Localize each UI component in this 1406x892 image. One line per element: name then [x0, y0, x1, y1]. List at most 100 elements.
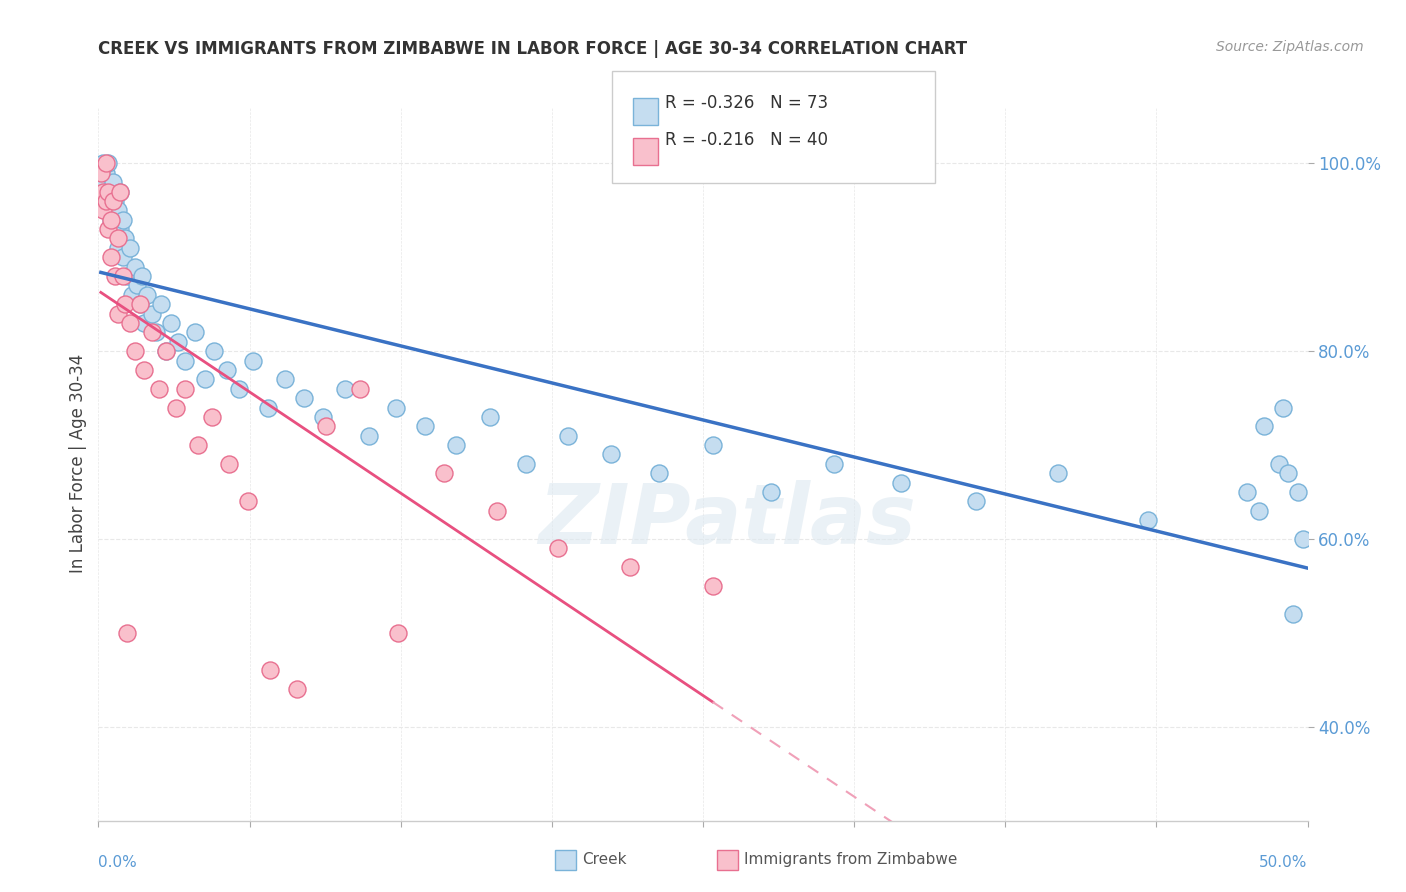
Point	[127, 278, 149, 293]
Point	[134, 316, 156, 330]
Point	[135, 288, 157, 302]
Point	[167, 334, 190, 349]
Text: CREEK VS IMMIGRANTS FROM ZIMBABWE IN LABOR FORCE | AGE 30-34 CORRELATION CHART: CREEK VS IMMIGRANTS FROM ZIMBABWE IN LAB…	[98, 40, 967, 58]
Point	[1292, 532, 1315, 546]
Point	[128, 297, 150, 311]
Point	[557, 428, 579, 442]
Point	[101, 203, 124, 218]
Text: Immigrants from Zimbabwe: Immigrants from Zimbabwe	[744, 853, 957, 867]
Point	[1267, 457, 1289, 471]
Point	[547, 541, 569, 556]
Point	[97, 222, 120, 236]
Text: R = -0.326   N = 73: R = -0.326 N = 73	[665, 94, 828, 112]
Point	[238, 494, 260, 508]
Point	[433, 467, 456, 481]
Point	[104, 222, 127, 236]
Point	[228, 382, 250, 396]
Point	[759, 485, 782, 500]
Point	[600, 447, 623, 461]
Point	[1296, 832, 1319, 847]
Point	[385, 401, 408, 415]
Point	[94, 166, 117, 180]
Point	[118, 316, 141, 330]
Point	[118, 241, 141, 255]
Point	[702, 579, 724, 593]
Point	[1047, 467, 1070, 481]
Point	[117, 268, 139, 283]
Point	[131, 268, 153, 283]
Point	[201, 409, 224, 424]
Point	[104, 268, 127, 283]
Point	[91, 203, 114, 218]
Point	[387, 625, 409, 640]
Y-axis label: In Labor Force | Age 30-34: In Labor Force | Age 30-34	[69, 354, 87, 574]
Point	[1277, 467, 1299, 481]
Point	[94, 185, 117, 199]
Point	[187, 438, 209, 452]
Point	[285, 682, 308, 697]
Point	[141, 307, 163, 321]
Point	[91, 185, 114, 199]
Point	[94, 156, 117, 170]
Point	[107, 231, 129, 245]
Point	[160, 316, 183, 330]
Point	[312, 409, 335, 424]
Point	[359, 428, 381, 442]
Point	[486, 504, 509, 518]
Point	[97, 156, 120, 170]
Point	[1249, 504, 1271, 518]
Point	[134, 363, 156, 377]
Point	[91, 175, 114, 189]
Text: ZIPatlas: ZIPatlas	[538, 481, 917, 561]
Point	[333, 382, 356, 396]
Point	[114, 231, 136, 245]
Point	[184, 326, 207, 340]
Point	[648, 467, 671, 481]
Point	[90, 166, 112, 180]
Point	[292, 391, 315, 405]
Point	[124, 344, 146, 359]
Point	[702, 438, 724, 452]
Point	[128, 297, 150, 311]
Point	[141, 326, 163, 340]
Point	[108, 185, 131, 199]
Point	[823, 457, 845, 471]
Point	[114, 297, 136, 311]
Point	[100, 185, 122, 199]
Point	[1253, 419, 1275, 434]
Point	[121, 288, 143, 302]
Point	[259, 664, 281, 678]
Point	[107, 203, 129, 218]
Text: R = -0.216   N = 40: R = -0.216 N = 40	[665, 131, 828, 149]
Point	[165, 401, 187, 415]
Point	[315, 419, 337, 434]
Point	[97, 194, 120, 208]
Point	[97, 185, 120, 199]
Point	[145, 326, 167, 340]
Point	[111, 212, 134, 227]
Point	[218, 457, 240, 471]
Point	[1286, 485, 1309, 500]
Point	[100, 250, 122, 264]
Point	[111, 268, 134, 283]
Point	[965, 494, 987, 508]
Point	[155, 344, 177, 359]
Point	[107, 307, 129, 321]
Point	[124, 260, 146, 274]
Point	[108, 222, 131, 236]
Point	[155, 344, 177, 359]
Point	[256, 401, 278, 415]
Point	[619, 560, 641, 574]
Point	[101, 175, 124, 189]
Point	[174, 382, 197, 396]
Point	[413, 419, 436, 434]
Point	[890, 475, 912, 490]
Point	[204, 344, 226, 359]
Point	[1136, 513, 1159, 527]
Point	[100, 212, 122, 227]
Point	[1282, 607, 1305, 621]
Point	[446, 438, 468, 452]
Point	[174, 353, 197, 368]
Point	[242, 353, 264, 368]
Point	[90, 166, 112, 180]
